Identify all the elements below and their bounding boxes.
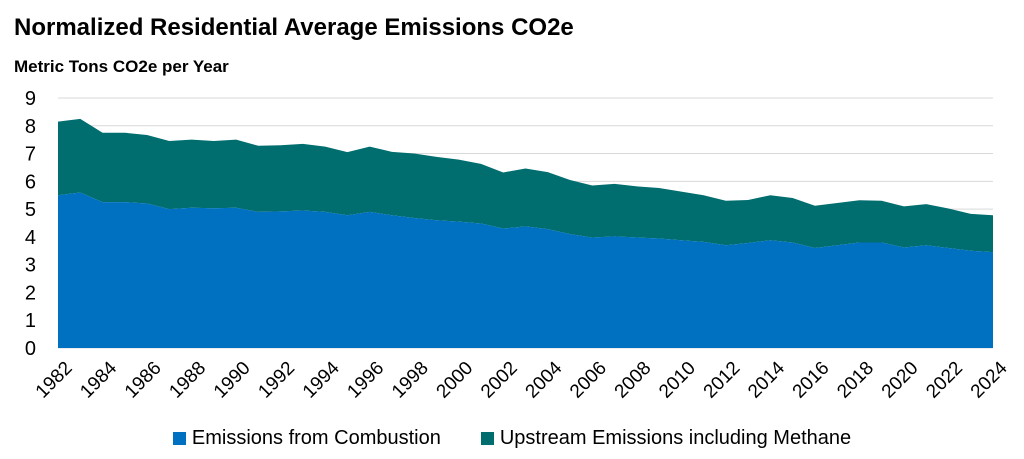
y-tick-label: 1 xyxy=(25,310,36,332)
x-tick-label: 2006 xyxy=(566,358,611,403)
legend-label-upstream: Upstream Emissions including Methane xyxy=(499,427,852,449)
areas xyxy=(58,118,993,348)
x-tick-label: 1990 xyxy=(210,358,255,403)
x-tick-label: 1992 xyxy=(254,358,299,403)
x-tick-label: 2014 xyxy=(744,357,789,402)
x-tick-label: 2018 xyxy=(833,358,878,403)
x-tick-label: 2012 xyxy=(700,358,745,403)
x-tick-label: 2008 xyxy=(611,358,656,403)
x-tick-label: 1998 xyxy=(388,358,433,403)
area-combustion-emissions xyxy=(58,192,993,348)
y-tick-label: 0 xyxy=(25,338,36,360)
legend-label-combustion: Emissions from Combustion xyxy=(191,427,441,449)
x-tick-label: 2000 xyxy=(433,358,478,403)
x-tick-label: 1996 xyxy=(344,358,389,403)
y-tick-label: 4 xyxy=(25,227,36,249)
y-tick-label: 9 xyxy=(25,88,36,110)
y-tick-label: 6 xyxy=(25,171,36,193)
x-tick-label: 2002 xyxy=(477,358,522,403)
chart-title: Normalized Residential Average Emissions… xyxy=(14,14,574,41)
x-tick-label: 1988 xyxy=(165,358,210,403)
y-tick-label: 5 xyxy=(25,199,36,221)
y-tick-label: 3 xyxy=(25,255,36,277)
x-tick-label: 1986 xyxy=(121,358,166,403)
x-tick-label: 2004 xyxy=(522,357,567,402)
x-tick-label: 2010 xyxy=(655,358,700,403)
x-tick-label: 1994 xyxy=(299,357,344,402)
x-tick-label: 1984 xyxy=(76,357,121,402)
x-tick-label: 2022 xyxy=(922,358,967,403)
x-tick-label: 2024 xyxy=(967,357,1012,402)
area-upstream-emissions xyxy=(58,118,993,253)
x-tick-labels: 1982 1984 1986 1988 1990 1992 1994 1996 1998 2000… xyxy=(32,357,1012,402)
legend: Emissions from Combustion Upstream Emiss… xyxy=(0,427,1024,450)
y-tick-label: 2 xyxy=(25,282,36,304)
y-tick-label: 7 xyxy=(25,144,36,166)
legend-swatch-upstream xyxy=(480,432,494,445)
y-tick-labels: 0 1 2 3 4 5 6 7 8 9 xyxy=(25,88,36,360)
legend-swatch-combustion xyxy=(172,432,186,445)
y-tick-label: 8 xyxy=(25,116,36,138)
y-axis-label: Metric Tons CO2e per Year xyxy=(14,57,229,76)
legend-item-upstream: Upstream Emissions including Methane xyxy=(480,427,852,450)
x-tick-label: 1982 xyxy=(32,358,77,403)
x-tick-label: 2020 xyxy=(878,358,923,403)
x-tick-label: 2016 xyxy=(789,358,834,403)
legend-item-combustion: Emissions from Combustion xyxy=(172,427,441,450)
